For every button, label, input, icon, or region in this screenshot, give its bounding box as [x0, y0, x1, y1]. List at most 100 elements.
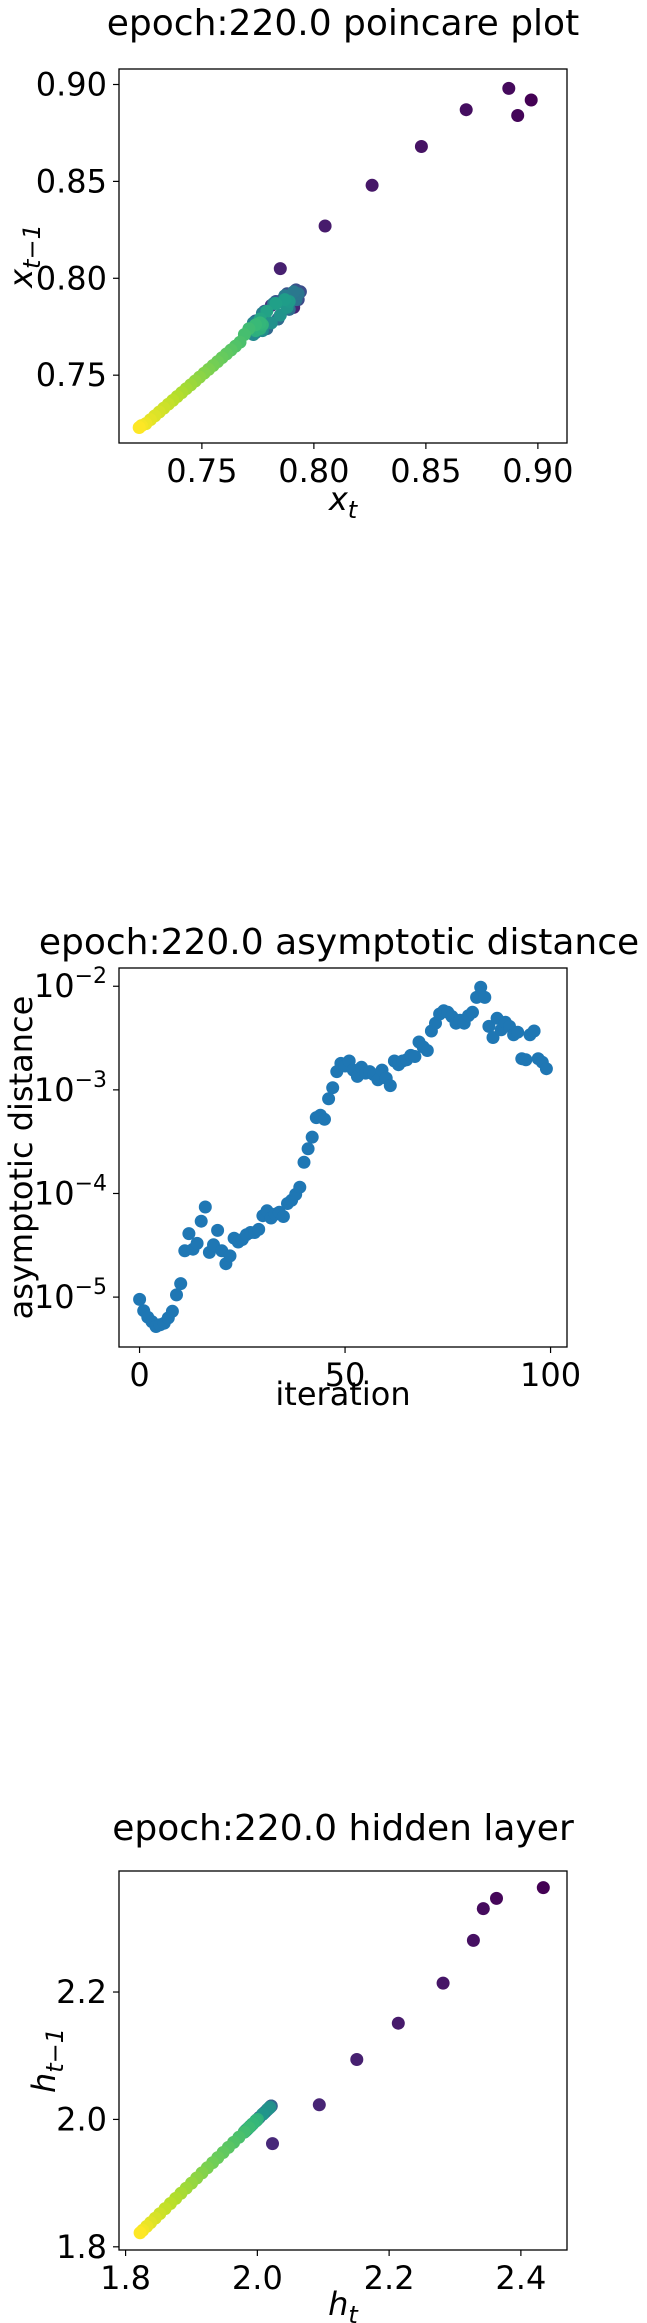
y-axis-label-main: x — [2, 268, 40, 289]
data-point — [383, 1079, 397, 1093]
data-point — [414, 140, 428, 153]
data-point — [301, 1142, 315, 1156]
data-point — [322, 1092, 336, 1106]
plot-frame — [118, 68, 568, 444]
data-point — [391, 2016, 405, 2030]
y-axis-label-main: h — [25, 2073, 63, 2093]
data-point — [182, 1227, 196, 1241]
data-point — [482, 1019, 496, 1033]
x-axis-label: xt — [328, 480, 359, 524]
y-tick-label: 2.0 — [56, 2100, 107, 2138]
data-point — [133, 2226, 147, 2240]
data-point — [476, 1902, 490, 1916]
x-axis-label: iteration — [275, 1375, 410, 1413]
data-point — [297, 1155, 311, 1169]
data-point — [266, 2137, 279, 2151]
chart-title: epoch:220.0 hidden layer — [112, 1808, 574, 1849]
data-point — [305, 1130, 319, 1144]
y-tick-label: 10−3 — [34, 1068, 107, 1109]
y-tick-exponent: −4 — [75, 1171, 107, 1196]
data-point — [365, 178, 379, 192]
data-point — [326, 1081, 340, 1095]
chart-3: epoch:220.0 hidden layer 1.8 2.0 2.2 2.4 1.8 2… — [25, 1808, 574, 2323]
data-point — [478, 990, 492, 1004]
data-point — [194, 1214, 208, 1228]
data-points — [132, 81, 538, 434]
y-axis-label-sub: t−1 — [18, 224, 46, 269]
y-axis-label: asymptotic distance — [2, 996, 40, 1320]
y-tick-label: 2.2 — [56, 1973, 107, 2011]
data-point — [252, 1222, 266, 1236]
y-axis-label: ht−1 — [25, 2028, 69, 2093]
data-point — [527, 1024, 541, 1038]
data-point — [519, 1053, 533, 1067]
data-point — [318, 1112, 331, 1126]
y-tick-label: 0.85 — [36, 162, 107, 200]
x-axis-label-main: h — [328, 2285, 348, 2323]
x-tick-label: 0.75 — [166, 452, 237, 490]
y-tick-label: 0.90 — [36, 66, 107, 104]
y-tick-base: 10 — [34, 1071, 75, 1109]
chart-1: epoch:220.0 poincare plot 0.75 0.80 0.85 0.9… — [2, 3, 579, 524]
data-point — [318, 219, 332, 233]
data-point — [312, 2098, 326, 2112]
data-point — [273, 262, 287, 276]
data-point — [211, 1223, 225, 1237]
data-point — [511, 109, 525, 122]
data-point — [486, 1031, 500, 1044]
y-axis-label-sub: t−1 — [41, 2028, 69, 2073]
x-tick-label: 50 — [325, 1356, 366, 1394]
data-point — [502, 81, 516, 95]
y-tick-label: 10−5 — [34, 1275, 107, 1316]
data-point — [420, 1044, 434, 1057]
data-point — [190, 1236, 204, 1250]
data-point — [536, 1881, 550, 1895]
data-point — [198, 1200, 212, 1214]
chart-title: epoch:220.0 poincare plot — [107, 3, 579, 44]
data-point — [436, 1976, 450, 1990]
data-point — [474, 980, 488, 994]
x-tick-label: 0.85 — [390, 452, 461, 490]
plot-frame — [118, 1870, 568, 2251]
data-point — [466, 1933, 480, 1947]
data-point — [132, 421, 146, 434]
x-axis-label-main: x — [328, 480, 349, 518]
data-point — [539, 1062, 553, 1076]
y-tick-base: 10 — [34, 1174, 75, 1212]
y-tick-base: 10 — [34, 1278, 75, 1316]
x-tick-label: 1.8 — [100, 2259, 151, 2297]
data-point — [511, 1025, 525, 1039]
data-point — [408, 1050, 422, 1063]
data-point — [459, 103, 473, 117]
x-tick-label: 2.2 — [364, 2259, 415, 2297]
x-axis-label: ht — [328, 2285, 359, 2323]
data-point — [133, 1292, 147, 1306]
data-point — [293, 1180, 307, 1194]
y-tick-label: 1.8 — [56, 2228, 107, 2266]
y-tick-label: 0.80 — [36, 259, 107, 297]
y-axis-label: xt−1 — [2, 224, 46, 289]
y-tick-exponent: −2 — [75, 964, 107, 989]
y-tick-base: 10 — [34, 967, 75, 1005]
data-points — [133, 1881, 550, 2240]
data-point — [170, 1288, 183, 1302]
y-tick-label: 0.75 — [36, 356, 107, 394]
data-point — [269, 297, 283, 310]
x-axis-label-sub: t — [348, 496, 359, 524]
y-tick-exponent: −3 — [75, 1068, 107, 1093]
y-tick-label: 10−4 — [34, 1171, 107, 1212]
data-point — [524, 93, 538, 107]
data-point — [350, 2053, 364, 2066]
data-point — [174, 1277, 188, 1291]
x-tick-label: 0 — [129, 1356, 149, 1394]
x-tick-label: 2.0 — [232, 2259, 283, 2297]
data-points — [133, 980, 553, 1333]
x-tick-label: 0.90 — [502, 452, 573, 490]
x-axis-label-sub: t — [348, 2301, 359, 2323]
chart-title: epoch:220.0 asymptotic distance — [39, 922, 639, 963]
x-tick-label: 100 — [520, 1356, 581, 1394]
data-point — [276, 1210, 290, 1223]
data-point — [466, 1005, 479, 1019]
